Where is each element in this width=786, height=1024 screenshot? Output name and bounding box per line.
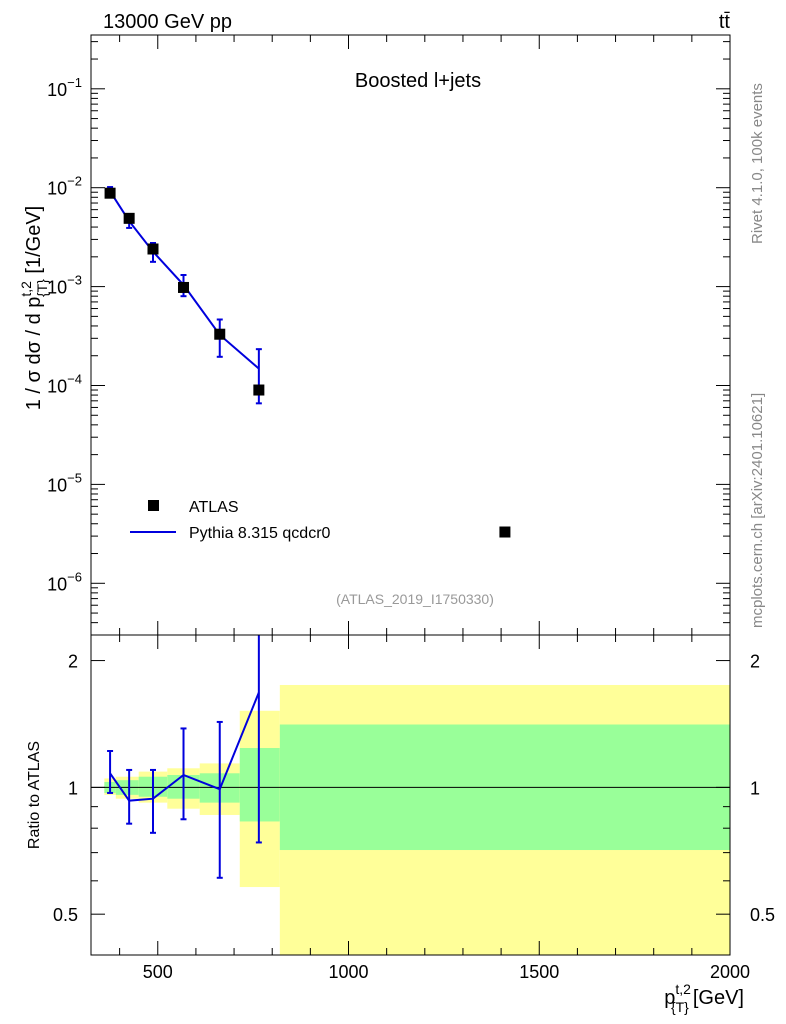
data-point [147,243,159,255]
x-axis-label: pt,2 {T} [GeV] [664,981,744,1015]
y-tick-label: 10−1 [47,75,82,100]
data-point [123,212,135,224]
x-tick-label: 1500 [519,962,559,982]
ratio-tick-label: 1 [68,778,78,798]
legend: ATLAS Pythia 8.315 qcdcr0 [130,499,331,542]
ratio-frame [90,634,731,956]
ratio-mc-line [109,692,260,802]
y-tick-label: 10−4 [47,371,82,396]
mcplots-info: mcplots.cern.ch [arXiv:2401.10621] [749,393,766,628]
ratio-tick-label-right: 1 [750,778,760,798]
main-frame [90,34,731,636]
y-tick-label: 10−2 [47,174,82,199]
x-tick-label: 500 [143,962,173,982]
y-tick-label: 10−3 [47,273,82,298]
svg-text:pt,2{T}[GeV]: pt,2 {T} [GeV] [664,981,744,1015]
data-point [253,384,265,396]
x-tick-label: 2000 [710,962,750,982]
legend-label-mc: Pythia 8.315 qcdcr0 [189,525,331,542]
data-point [499,526,511,538]
svg-text:1 / σ dσ / d pt,2{T} [1/GeV]: 1 / σ dσ / d pt,2{T} [1/GeV] [18,206,50,411]
legend-label-data: ATLAS [189,499,239,516]
analysis-id: (ATLAS_2019_I1750330) [336,591,494,607]
legend-marker-data [148,500,159,511]
data-point [214,328,226,340]
ratio-tick-label: 0.5 [53,905,78,925]
data-point [104,187,116,199]
main-panel: 10−610−510−410−310−210−1 Boosted l+jets … [18,34,731,636]
x-tick-label: 1000 [328,962,368,982]
process-label: tt̄ [719,11,731,33]
ratio-tick-label: 2 [68,652,78,672]
main-y-axis-label: 1 / σ dσ / d pt,2{T} [1/GeV] [18,206,50,411]
y-tick-label: 10−5 [47,470,82,495]
data-point [178,281,190,293]
collision-label: 13000 GeV pp [103,11,232,33]
rivet-info: Rivet 4.1.0, 100k events [749,83,766,244]
ratio-panel: 500 1000 1500 2000 0.5 0.5 1 1 2 2 Ratio to ATLAS [26,634,775,982]
ratio-tick-label-right: 2 [750,652,760,672]
y-tick-label: 10−6 [47,569,82,594]
ratio-y-axis-label: Ratio to ATLAS [26,741,43,849]
plot-title: Boosted l+jets [355,70,481,92]
ratio-tick-label-right: 0.5 [750,905,775,925]
